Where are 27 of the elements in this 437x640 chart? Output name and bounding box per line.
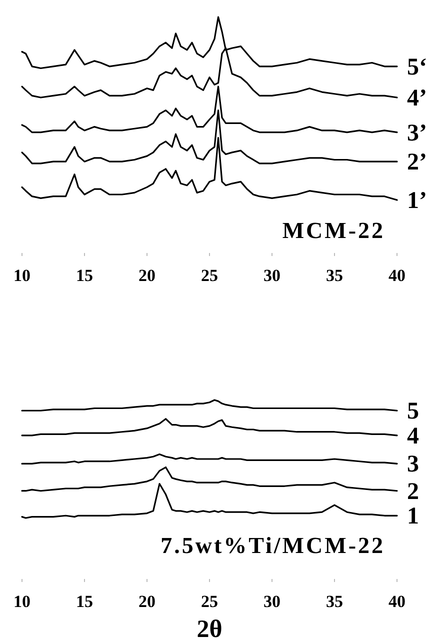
- x-tick-label: 20: [138, 266, 156, 285]
- series-label: 4: [407, 423, 419, 450]
- x-tick-label: 40: [388, 592, 406, 611]
- x-tick-label: 10: [14, 592, 30, 611]
- text: MCM-22: [282, 218, 385, 243]
- x-tick-label: 30: [264, 266, 280, 285]
- series-label: 2: [407, 478, 419, 505]
- x-tick-label: 35: [326, 266, 343, 285]
- x-tick-label: 35: [326, 592, 343, 611]
- series-label: 1’: [407, 188, 427, 214]
- text: 7.5wt%Ti/MCM-22: [160, 533, 385, 558]
- x-tick-label: 15: [76, 592, 93, 611]
- series-label: 2’: [407, 150, 427, 176]
- x-tick-label: 30: [264, 592, 280, 611]
- x-axis-title: 2θ: [196, 616, 222, 640]
- x-tick-label: 25: [201, 266, 218, 285]
- x-tick-label: 10: [14, 266, 30, 285]
- series-label: 5‘: [407, 54, 427, 80]
- series-label: 5: [407, 398, 419, 425]
- x-tick-label: 15: [76, 266, 93, 285]
- series-label: 3: [407, 452, 419, 478]
- x-tick-label: 20: [138, 592, 156, 611]
- series-label: 4’: [407, 86, 427, 112]
- series-label: 1: [407, 504, 419, 530]
- x-tick-label: 40: [388, 266, 406, 285]
- series-label: 3’: [407, 120, 427, 146]
- x-tick-label: 25: [201, 592, 218, 611]
